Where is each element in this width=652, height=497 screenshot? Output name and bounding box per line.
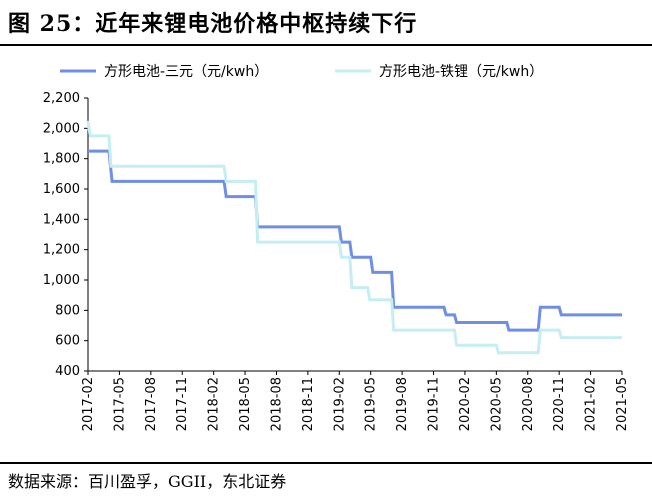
y-tick-label: 800 — [55, 303, 80, 318]
y-tick-label: 2,000 — [43, 121, 80, 136]
title-rule — [0, 44, 652, 46]
legend-label-1: 方形电池-三元（元/kwh） — [104, 64, 268, 80]
x-tick-label: 2017-08 — [144, 377, 159, 431]
x-tick-label: 2017-11 — [175, 377, 190, 431]
y-tick-label: 1,600 — [43, 182, 80, 197]
x-tick-label: 2018-08 — [269, 377, 284, 431]
x-tick-label: 2018-11 — [301, 377, 316, 431]
x-tick-label: 2021-02 — [584, 377, 599, 431]
x-tick-label: 2019-02 — [332, 377, 347, 431]
y-tick-label: 1,000 — [43, 273, 80, 288]
x-tick-label: 2020-08 — [521, 377, 536, 431]
series-lines — [86, 120, 622, 355]
figure-title: 图 25：近年来锂电池价格中枢持续下行 — [8, 11, 418, 37]
legend-label-2: 方形电池-铁锂（元/kwh） — [379, 64, 543, 80]
x-tick-label: 2018-02 — [207, 377, 222, 431]
y-tick-label: 400 — [55, 364, 80, 379]
y-tick-label: 600 — [55, 334, 80, 349]
x-tick-label: 2018-05 — [238, 377, 253, 431]
x-tick-label: 2020-05 — [489, 377, 504, 431]
x-tick-label: 2017-05 — [112, 377, 127, 431]
series-line-1 — [88, 149, 622, 332]
x-tick-label: 2020-11 — [552, 377, 567, 431]
x-tick-label: 2019-08 — [395, 377, 410, 431]
x-tick-label: 2019-05 — [364, 377, 379, 431]
x-tick-label: 2017-02 — [81, 377, 96, 431]
legend: 方形电池-三元（元/kwh） 方形电池-铁锂（元/kwh） — [60, 64, 543, 80]
y-tick-label: 1,400 — [43, 212, 80, 227]
source-rule — [0, 462, 652, 464]
x-tick-label: 2020-02 — [458, 377, 473, 431]
axes: 400 600 800 1,000 1,200 1,400 1,600 1,800 2,000 2… — [43, 91, 630, 431]
x-tick-label: 2021-05 — [615, 377, 630, 431]
y-tick-label: 2,200 — [43, 91, 80, 106]
y-tick-label: 1,800 — [43, 152, 80, 167]
source-note: 数据来源：百川盈孚，GGII，东北证券 — [8, 472, 287, 491]
series-line-2 — [86, 120, 622, 355]
x-tick-label: 2019-11 — [427, 377, 442, 431]
y-tick-label: 1,200 — [43, 243, 80, 258]
